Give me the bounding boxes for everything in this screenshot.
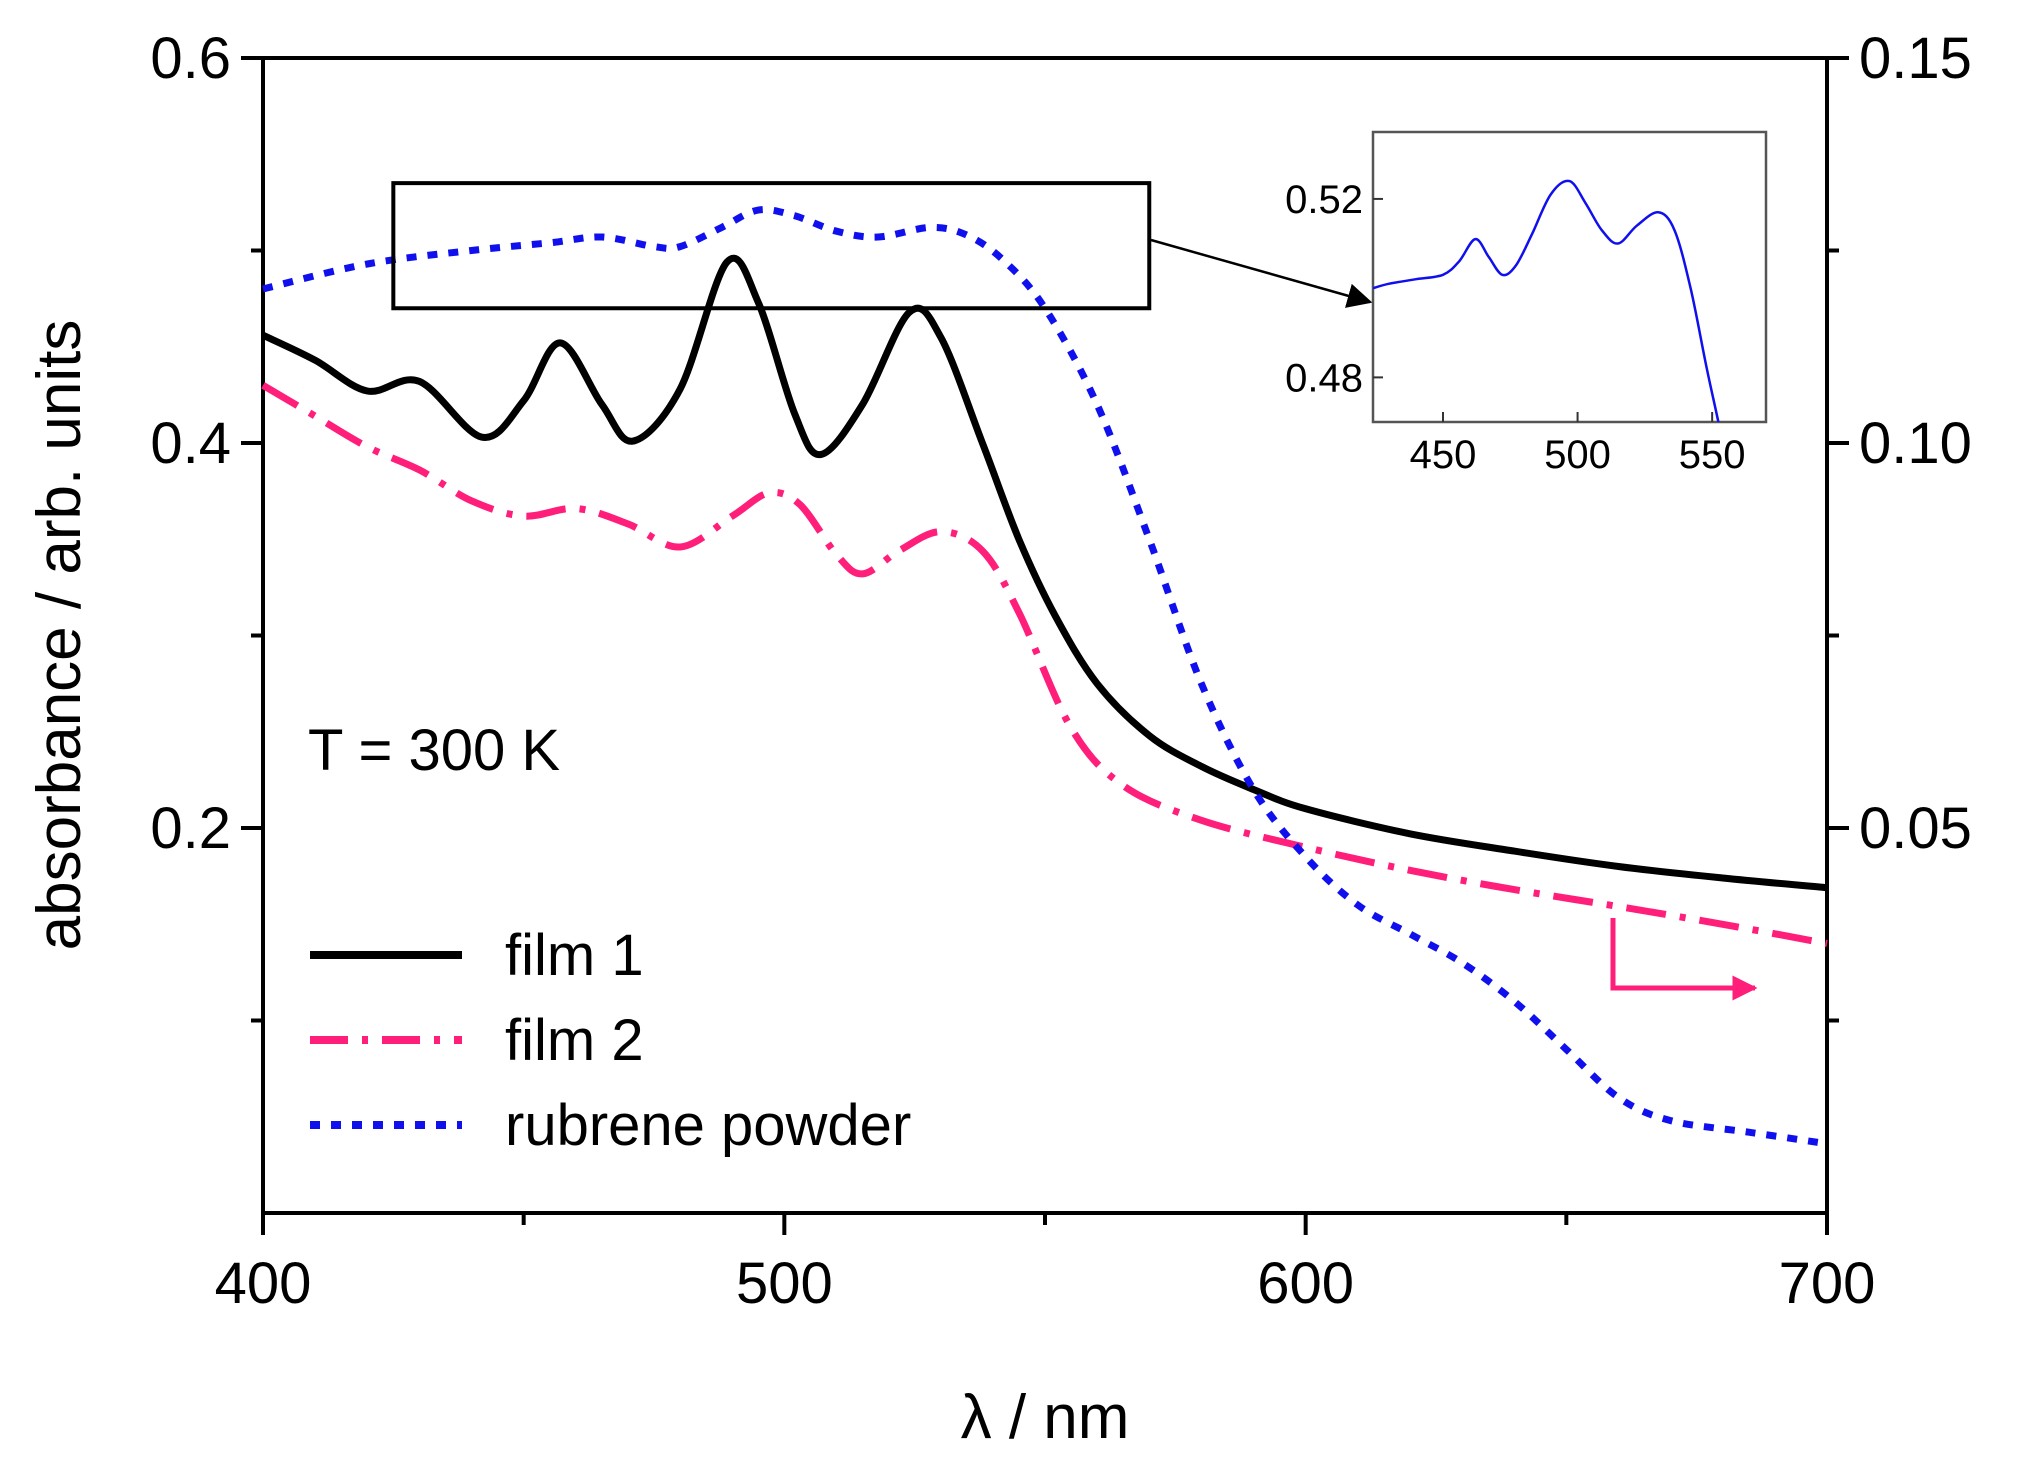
inset-x-tick-label: 500 xyxy=(1544,433,1611,477)
zoom-arrow xyxy=(1150,238,1373,308)
legend-label-rubrene: rubrene powder xyxy=(505,1093,911,1158)
zoom-box xyxy=(391,181,1152,311)
series-line-film-1 xyxy=(261,254,1828,892)
legend: film 1 film 2 rubrene powder xyxy=(310,923,911,1158)
inset-plot: 450 500 550 0.48 0.52 xyxy=(1285,130,1768,477)
inset-x-tick-label: 450 xyxy=(1410,433,1477,477)
inset-y-tick-label: 0.52 xyxy=(1285,178,1363,222)
x-axis-title: λ / nm xyxy=(961,1383,1130,1452)
series-line-rubrene-powder xyxy=(262,206,1828,1148)
inset-x-tick-label: 550 xyxy=(1679,433,1746,477)
y-right-tick-label: 0.05 xyxy=(1859,796,1972,861)
ticks-layer: 400 500 600 700 0.2 0.4 0.6 0.05 0.10 0.15 xyxy=(150,26,1972,1316)
right-axis-indicator-arrow xyxy=(1610,918,1758,1001)
y-axis-title: absorbance / arb. units xyxy=(25,320,94,951)
x-tick-label: 700 xyxy=(1779,1251,1876,1316)
inset-ticks: 450 500 550 0.48 0.52 xyxy=(1285,178,1745,477)
series-line-film-2 xyxy=(261,382,1828,947)
series-layer xyxy=(261,206,1828,1148)
y-right-tick-label: 0.15 xyxy=(1859,26,1972,91)
inset-rubrene-line xyxy=(1373,179,1720,422)
x-tick-label: 500 xyxy=(736,1251,833,1316)
legend-label-film2: film 2 xyxy=(505,1008,644,1073)
x-tick-label: 400 xyxy=(215,1251,312,1316)
x-tick-label: 600 xyxy=(1257,1251,1354,1316)
y-right-tick-label: 0.10 xyxy=(1859,411,1972,476)
y-left-tick-label: 0.4 xyxy=(150,411,231,476)
legend-label-film1: film 1 xyxy=(505,923,644,988)
y-left-tick-label: 0.2 xyxy=(150,796,231,861)
inset-y-tick-label: 0.48 xyxy=(1285,356,1363,400)
temperature-annotation: T = 300 K xyxy=(308,718,560,783)
y-left-tick-label: 0.6 xyxy=(150,26,231,91)
